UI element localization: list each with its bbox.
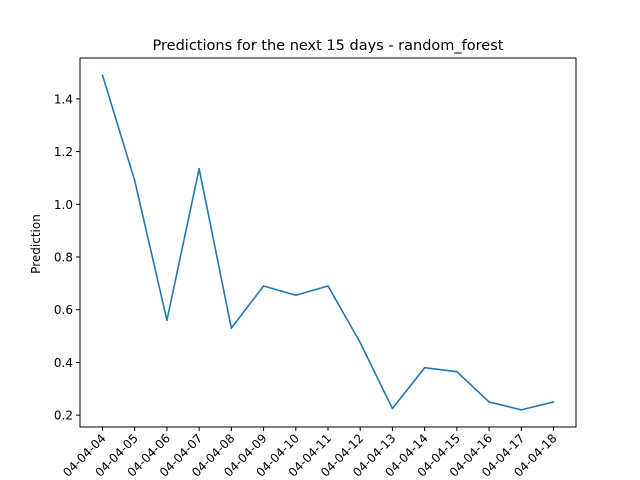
y-axis: 0.2 0.4 0.6 0.8 1.0 1.2 1.4	[54, 92, 80, 423]
y-tick-label: 0.8	[54, 250, 73, 264]
plot-area	[101, 74, 555, 411]
y-tick-label: 1.2	[54, 145, 73, 159]
data-point	[294, 294, 297, 297]
chart-title: Predictions for the next 15 days - rando…	[153, 38, 504, 54]
y-tick-label: 0.4	[54, 356, 73, 370]
data-point	[520, 409, 523, 411]
data-point	[133, 179, 136, 182]
y-tick-label: 0.6	[54, 303, 73, 317]
y-axis-label: Prediction	[29, 214, 43, 274]
data-point	[488, 401, 490, 403]
data-point	[327, 285, 329, 287]
y-tick-label: 1.0	[54, 198, 73, 212]
x-axis: 04-04-0404-04-0504-04-0604-04-0704-04-08…	[60, 427, 560, 480]
data-point	[101, 74, 104, 76]
y-tick-label: 1.4	[54, 92, 73, 106]
data-point	[423, 366, 426, 369]
data-point	[456, 370, 458, 373]
y-tick-label: 0.2	[54, 409, 73, 423]
data-point	[262, 285, 265, 287]
data-point	[198, 167, 200, 170]
data-point	[166, 319, 168, 322]
data-point	[552, 401, 555, 403]
plot-frame	[79, 57, 577, 428]
data-point	[391, 407, 394, 410]
series-line	[101, 74, 554, 411]
data-point	[230, 327, 233, 329]
data-point	[359, 341, 362, 344]
